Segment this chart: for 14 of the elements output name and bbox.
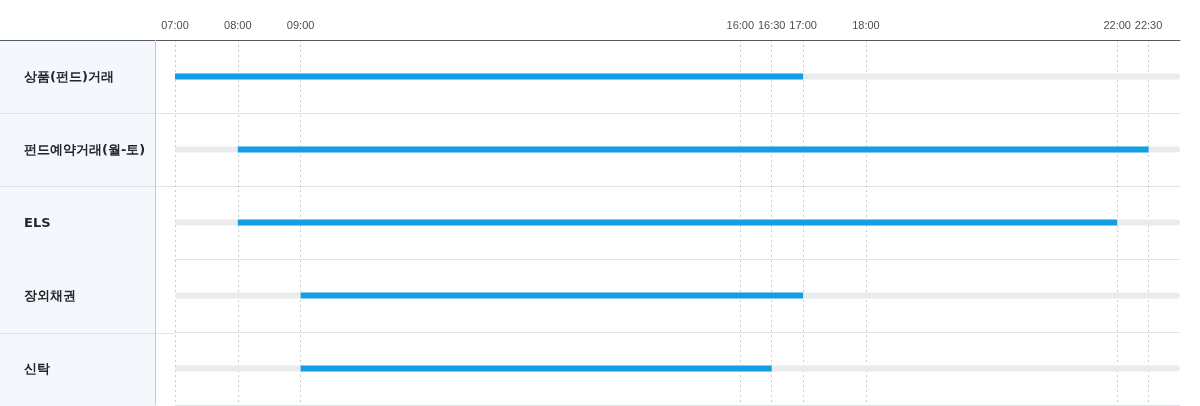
x-tick-label: 09:00	[286, 18, 315, 31]
y-tick-label: 신탁	[24, 361, 50, 376]
x-tick-label: 16:00	[726, 18, 755, 31]
y-tick-label: 펀드예약거래(월-토)	[24, 142, 146, 157]
x-tick-label: 18:00	[852, 18, 880, 31]
x-tick-label: 22:30	[1134, 18, 1163, 31]
x-tick-label: 08:00	[224, 18, 252, 31]
x-tick-label: 22:00	[1103, 18, 1131, 31]
x-tick-label: 07:00	[161, 18, 189, 31]
x-tick-label: 17:00	[789, 18, 817, 31]
y-tick-label: 장외채권	[24, 288, 76, 303]
x-tick-label: 16:30	[757, 18, 786, 31]
y-tick-label: 상품(펀드)거래	[24, 69, 114, 84]
y-tick-label: ELS	[24, 215, 51, 230]
